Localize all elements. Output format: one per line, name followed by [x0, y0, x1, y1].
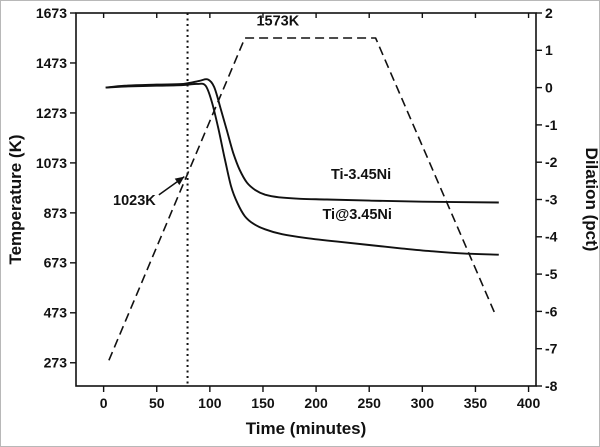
x-tick-label: 50 [149, 395, 165, 411]
series-label-ti-dash-ni: Ti-3.45Ni [331, 167, 391, 183]
series-Ti@3.45Ni [105, 82, 499, 256]
right-axis-title: Dilation (pct) [582, 148, 600, 252]
series-temperature-program [108, 37, 496, 361]
left-axis-title: Temperature (K) [6, 134, 25, 264]
left-tick-label: 1673 [36, 5, 67, 21]
annotation-arrowhead [174, 176, 185, 186]
x-tick-label: 0 [100, 395, 108, 411]
series-Ti-3.45Ni [105, 78, 499, 204]
x-tick-label: 200 [304, 395, 328, 411]
x-tick-label: 300 [411, 395, 435, 411]
x-tick-label: 350 [464, 395, 488, 411]
right-tick-label: 0 [545, 80, 553, 96]
right-tick-label: -8 [545, 378, 558, 394]
x-tick-label: 400 [517, 395, 541, 411]
right-tick-label: -2 [545, 154, 558, 170]
right-tick-label: -7 [545, 341, 558, 357]
left-tick-label: 1273 [36, 105, 67, 121]
left-tick-label: 1473 [36, 55, 67, 71]
x-tick-label: 250 [358, 395, 382, 411]
x-tick-label: 150 [251, 395, 275, 411]
right-tick-label: -6 [545, 303, 558, 319]
right-tick-label: -1 [545, 117, 558, 133]
left-tick-label: 873 [44, 205, 68, 221]
right-tick-label: 1 [545, 42, 553, 58]
x-tick-label: 100 [198, 395, 222, 411]
left-tick-label: 673 [44, 255, 68, 271]
right-tick-label: -5 [545, 266, 558, 282]
left-tick-label: 273 [44, 355, 68, 371]
right-tick-label: -3 [545, 191, 558, 207]
onset-temp-label: 1023K [113, 193, 156, 209]
left-tick-label: 473 [44, 305, 68, 321]
right-tick-label: 2 [545, 5, 553, 21]
right-tick-label: -4 [545, 229, 558, 245]
plateau-temp-label: 1573K [256, 14, 299, 30]
x-axis-title: Time (minutes) [246, 419, 367, 438]
left-tick-label: 1073 [36, 155, 67, 171]
series-label-ti-at-ni: Ti@3.45Ni [322, 207, 391, 223]
